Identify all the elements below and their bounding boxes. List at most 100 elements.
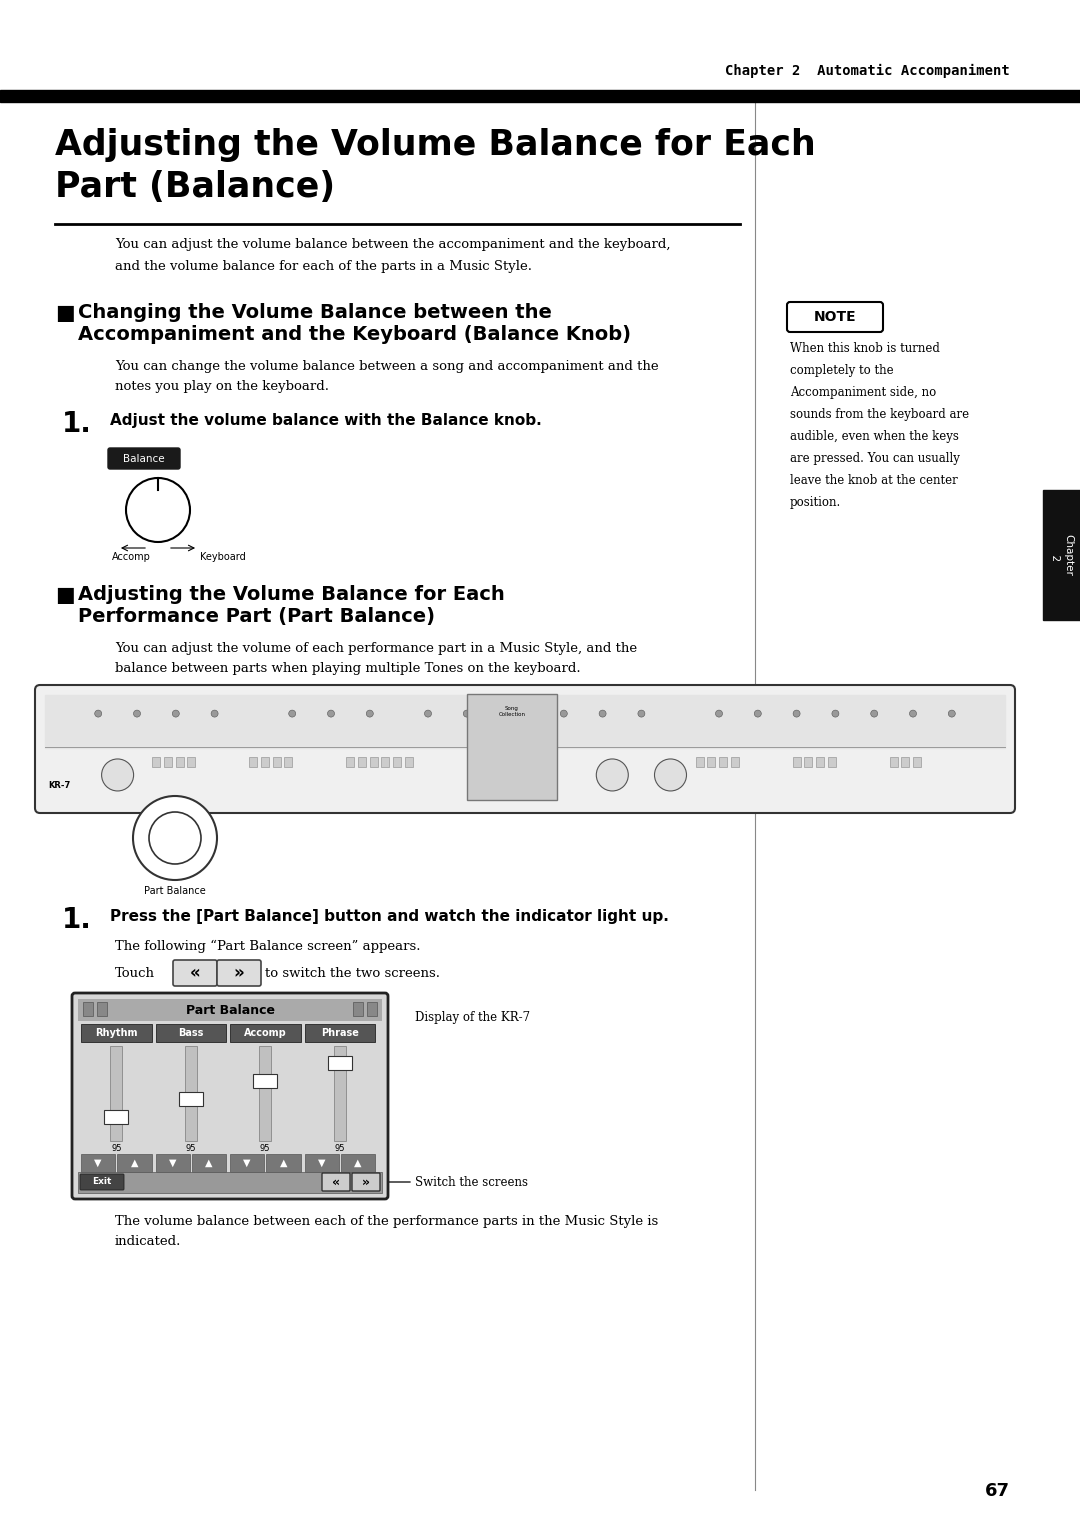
Bar	[261, 758, 269, 767]
FancyBboxPatch shape	[322, 1174, 350, 1190]
Text: are pressed. You can usually: are pressed. You can usually	[789, 452, 960, 465]
Bar	[81, 1024, 151, 1042]
Text: audible, even when the keys: audible, even when the keys	[789, 429, 959, 443]
Bar	[353, 1002, 363, 1016]
Text: Rhythm: Rhythm	[95, 1028, 137, 1038]
Circle shape	[715, 711, 723, 717]
Bar	[45, 695, 1005, 749]
Bar	[253, 1074, 278, 1088]
Circle shape	[133, 796, 217, 880]
Bar	[369, 758, 378, 767]
Text: »: »	[362, 1175, 370, 1189]
Text: Adjust the volume balance with the Balance knob.: Adjust the volume balance with the Balan…	[110, 413, 542, 428]
Bar	[118, 1154, 151, 1172]
Text: Accompaniment side, no: Accompaniment side, no	[789, 387, 936, 399]
Circle shape	[149, 811, 201, 863]
Bar	[890, 758, 897, 767]
Circle shape	[424, 711, 432, 717]
Bar	[176, 758, 184, 767]
Bar	[347, 758, 354, 767]
Circle shape	[288, 711, 296, 717]
Text: ▼: ▼	[318, 1158, 325, 1167]
Text: Chapter
  2: Chapter 2	[1051, 535, 1074, 576]
Text: Adjusting the Volume Balance for Each: Adjusting the Volume Balance for Each	[78, 585, 504, 604]
Text: leave the knob at the center: leave the knob at the center	[789, 474, 958, 487]
Circle shape	[654, 759, 687, 792]
Text: indicated.: indicated.	[114, 1235, 181, 1248]
Bar	[815, 758, 824, 767]
Text: Phrase: Phrase	[321, 1028, 359, 1038]
FancyBboxPatch shape	[173, 960, 217, 986]
Bar	[405, 758, 413, 767]
Circle shape	[102, 759, 134, 792]
Bar	[334, 1047, 346, 1141]
Text: ▲: ▲	[131, 1158, 138, 1167]
Circle shape	[95, 711, 102, 717]
Circle shape	[327, 711, 335, 717]
Text: Performance Part (Part Balance): Performance Part (Part Balance)	[78, 607, 435, 626]
Bar	[381, 758, 389, 767]
Text: to switch the two screens.: to switch the two screens.	[265, 967, 440, 979]
Bar	[156, 1154, 190, 1172]
Text: «: «	[332, 1175, 340, 1189]
Bar	[272, 758, 281, 767]
Text: »: »	[233, 964, 244, 983]
Text: balance between parts when playing multiple Tones on the keyboard.: balance between parts when playing multi…	[114, 662, 581, 675]
Bar	[259, 1047, 271, 1141]
Text: position.: position.	[789, 497, 841, 509]
Text: Adjusting the Volume Balance for Each: Adjusting the Volume Balance for Each	[55, 128, 815, 162]
Circle shape	[832, 711, 839, 717]
Circle shape	[211, 711, 218, 717]
Text: Part (Balance): Part (Balance)	[55, 170, 335, 205]
FancyBboxPatch shape	[787, 303, 883, 332]
Text: Changing the Volume Balance between the: Changing the Volume Balance between the	[78, 303, 552, 322]
Bar	[696, 758, 703, 767]
FancyBboxPatch shape	[217, 960, 261, 986]
Circle shape	[366, 711, 374, 717]
Text: Part Balance: Part Balance	[186, 1004, 274, 1016]
Text: 95: 95	[111, 1144, 121, 1154]
Bar	[185, 1047, 197, 1141]
Bar	[156, 1024, 226, 1042]
Bar	[267, 1154, 300, 1172]
Circle shape	[599, 711, 606, 717]
Circle shape	[126, 478, 190, 542]
Bar	[164, 758, 172, 767]
Circle shape	[793, 711, 800, 717]
Text: 95: 95	[335, 1144, 345, 1154]
Text: ▼: ▼	[94, 1158, 102, 1167]
Bar	[393, 758, 401, 767]
Bar	[827, 758, 836, 767]
Bar	[78, 1172, 382, 1193]
Bar	[805, 758, 812, 767]
Bar	[192, 1154, 226, 1172]
Text: Accompaniment and the Keyboard (Balance Knob): Accompaniment and the Keyboard (Balance …	[78, 325, 631, 344]
Text: Touch: Touch	[114, 967, 156, 979]
Text: notes you play on the keyboard.: notes you play on the keyboard.	[114, 380, 329, 393]
Text: The volume balance between each of the performance parts in the Music Style is: The volume balance between each of the p…	[114, 1215, 658, 1229]
Bar	[249, 758, 257, 767]
Circle shape	[638, 711, 645, 717]
Text: ▼: ▼	[243, 1158, 251, 1167]
Circle shape	[909, 711, 917, 717]
Text: You can adjust the volume balance between the accompaniment and the keyboard,: You can adjust the volume balance betwee…	[114, 238, 671, 251]
Text: NOTE: NOTE	[813, 310, 856, 324]
Bar	[730, 758, 739, 767]
Text: Keyboard: Keyboard	[200, 552, 246, 562]
Text: ■: ■	[55, 585, 75, 605]
Text: ■: ■	[55, 303, 75, 322]
FancyBboxPatch shape	[35, 685, 1015, 813]
Bar	[901, 758, 909, 767]
Bar	[707, 758, 715, 767]
Bar	[359, 758, 366, 767]
Text: ▼: ▼	[168, 1158, 176, 1167]
Text: Accomp: Accomp	[244, 1028, 286, 1038]
Text: When this knob is turned: When this knob is turned	[789, 342, 940, 354]
Text: Exit: Exit	[92, 1178, 111, 1187]
Bar	[305, 1024, 375, 1042]
Text: Part Balance: Part Balance	[144, 886, 206, 895]
Bar	[187, 758, 195, 767]
Text: «: «	[190, 964, 201, 983]
Text: You can change the volume balance between a song and accompaniment and the: You can change the volume balance betwee…	[114, 361, 659, 373]
Text: Bass: Bass	[178, 1028, 203, 1038]
